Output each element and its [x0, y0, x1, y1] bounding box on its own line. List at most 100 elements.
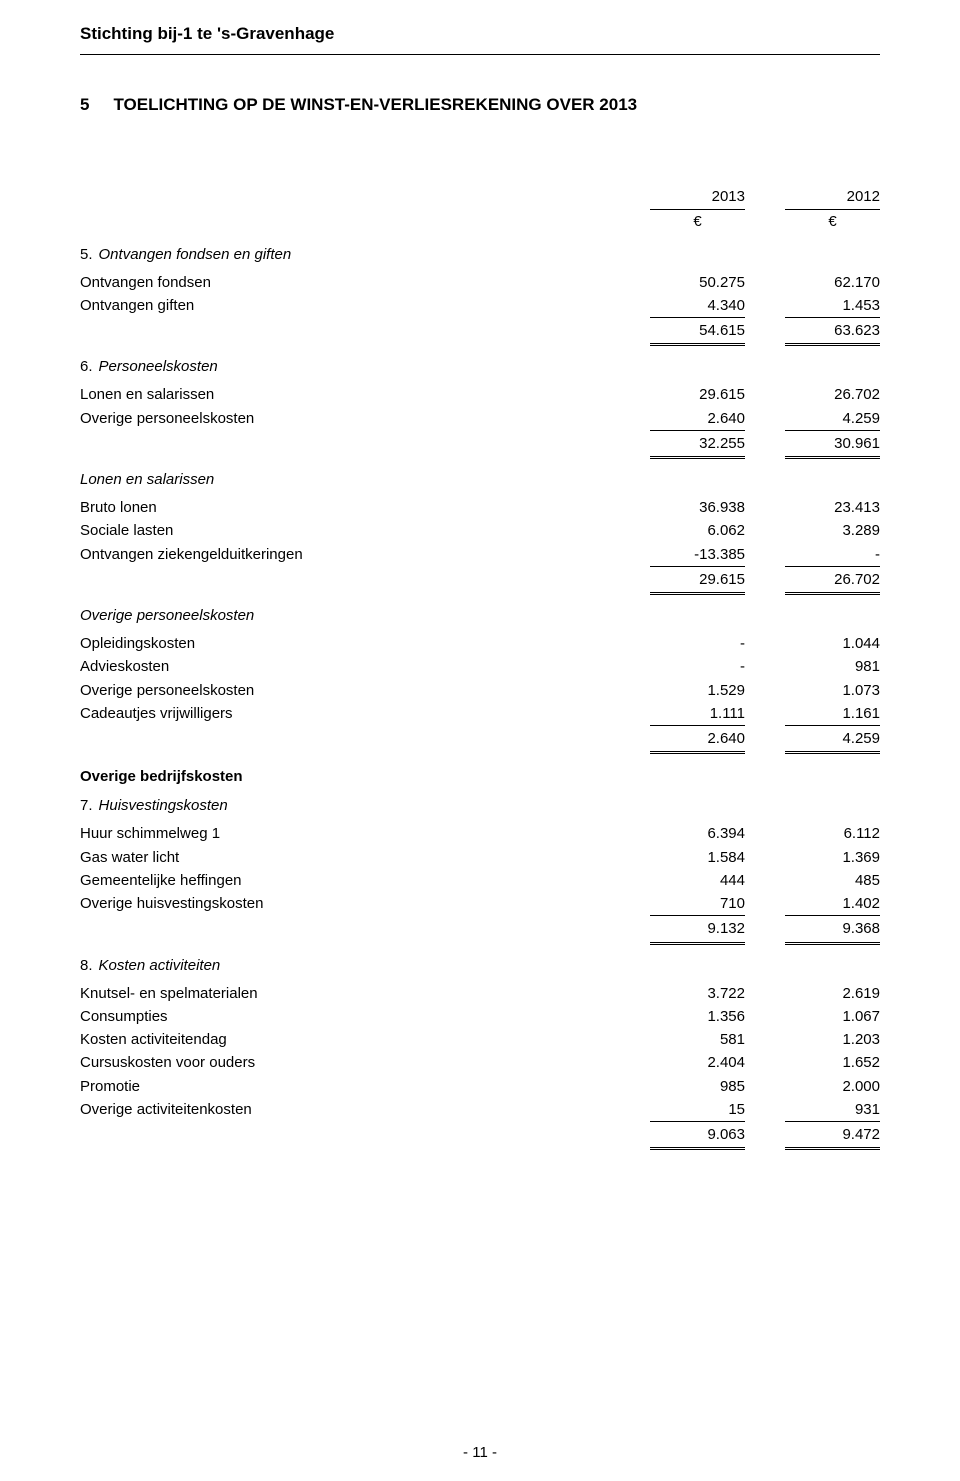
block-5-head: 5. Ontvangen fondsen en giften — [80, 246, 880, 263]
section-heading: TOELICHTING OP DE WINST-EN-VERLIESREKENI… — [113, 95, 637, 115]
cell-label: Bruto lonen — [80, 496, 650, 519]
cell-value: 2.404 — [650, 1051, 745, 1074]
table-row: Cadeautjes vrijwilligers1.1111.161 — [80, 702, 880, 725]
cell-value: 2.619 — [785, 982, 880, 1005]
cell-value: 23.413 — [785, 496, 880, 519]
block-8-number: 8. — [80, 957, 93, 974]
cell-label: Ontvangen ziekengelduitkeringen — [80, 543, 650, 566]
table-row: Huur schimmelweg 16.3946.112 — [80, 822, 880, 845]
year-header: 2013 2012 — [80, 185, 880, 210]
cell-label: Gemeentelijke heffingen — [80, 869, 650, 892]
cell-value: 1.044 — [785, 632, 880, 655]
cell-value: 444 — [650, 869, 745, 892]
table-row: Ontvangen giften4.3401.453 — [80, 294, 880, 317]
year-col-1: 2013 — [712, 188, 745, 205]
subtotal-row: 29.615 26.702 — [80, 566, 880, 595]
subtotal-value: 9.132 — [650, 915, 745, 944]
cell-value: 1.529 — [650, 679, 745, 702]
cell-value: - — [650, 655, 745, 678]
block-7-title: Huisvestingskosten — [99, 797, 228, 814]
cell-value: - — [785, 543, 880, 566]
cell-value: 1.161 — [785, 702, 880, 725]
table-row: Sociale lasten6.0623.289 — [80, 519, 880, 542]
cell-value: 1.369 — [785, 846, 880, 869]
subtotal-value: 9.063 — [650, 1121, 745, 1150]
cell-value: 26.702 — [785, 383, 880, 406]
cell-value: -13.385 — [650, 543, 745, 566]
block-ovpers-head: Overige personeelskosten — [80, 607, 880, 624]
cell-value: 931 — [785, 1098, 880, 1121]
block-6-head: 6. Personeelskosten — [80, 358, 880, 375]
cell-value: 1.067 — [785, 1005, 880, 1028]
cell-value: 1.073 — [785, 679, 880, 702]
cell-value: 581 — [650, 1028, 745, 1051]
block-5-number: 5. — [80, 246, 93, 263]
page-number: - 11 - — [0, 1444, 960, 1461]
block-7-head: 7. Huisvestingskosten — [80, 797, 880, 814]
page: Stichting bij-1 te 's-Gravenhage 5 TOELI… — [0, 0, 960, 1481]
cell-label: Advieskosten — [80, 655, 650, 678]
cell-value: 2.000 — [785, 1075, 880, 1098]
year-col-2: 2012 — [847, 188, 880, 205]
table-row: Overige huisvestingskosten7101.402 — [80, 892, 880, 915]
cell-value: - — [650, 632, 745, 655]
cell-label: Gas water licht — [80, 846, 650, 869]
block-8: 8. Kosten activiteiten Knutsel- en spelm… — [80, 957, 880, 1151]
table-row: Overige personeelskosten2.640 4.259 — [80, 407, 880, 430]
cell-label: Kosten activiteitendag — [80, 1028, 650, 1051]
section-title: 5 TOELICHTING OP DE WINST-EN-VERLIESREKE… — [80, 95, 880, 115]
table-row: Opleidingskosten-1.044 — [80, 632, 880, 655]
block-6: 6. Personeelskosten Lonen en salarissen2… — [80, 358, 880, 459]
cell-label: Consumpties — [80, 1005, 650, 1028]
cell-value: 1.584 — [650, 846, 745, 869]
cell-value: 2.640 — [650, 407, 745, 430]
table-row: Cursuskosten voor ouders2.404 1.652 — [80, 1051, 880, 1074]
cell-value: 1.402 — [785, 892, 880, 915]
cell-value: 3.289 — [785, 519, 880, 542]
cell-label: Cadeautjes vrijwilligers — [80, 702, 650, 725]
cell-label: Promotie — [80, 1075, 650, 1098]
cell-value: 50.275 — [650, 271, 745, 294]
cell-value: 36.938 — [650, 496, 745, 519]
subtotal-value: 26.702 — [785, 566, 880, 595]
block-ovpers: Overige personeelskosten Opleidingskoste… — [80, 607, 880, 754]
subtotal-row: 9.063 9.472 — [80, 1121, 880, 1150]
subtotal-row: 32.25530.961 — [80, 430, 880, 459]
table-row: Ontvangen fondsen50.27562.170 — [80, 271, 880, 294]
currency-1: € — [650, 210, 745, 233]
cell-value: 1.652 — [785, 1051, 880, 1074]
cell-value: 15 — [650, 1098, 745, 1121]
table-row: Lonen en salarissen29.61526.702 — [80, 383, 880, 406]
subtotal-row: 2.6404.259 — [80, 725, 880, 754]
cell-value: 6.112 — [785, 822, 880, 845]
subtotal-value: 29.615 — [650, 566, 745, 595]
cell-label: Lonen en salarissen — [80, 383, 650, 406]
cell-label: Overige personeelskosten — [80, 407, 650, 430]
cell-value: 4.259 — [785, 407, 880, 430]
cell-value: 3.722 — [650, 982, 745, 1005]
cell-value: 985 — [650, 1075, 745, 1098]
block-8-head: 8. Kosten activiteiten — [80, 957, 880, 974]
cell-label: Overige activiteitenkosten — [80, 1098, 650, 1121]
table-row: Gas water licht1.584 1.369 — [80, 846, 880, 869]
table-row: Gemeentelijke heffingen444 485 — [80, 869, 880, 892]
block-ovbedrijf-head: Overige bedrijfskosten — [80, 768, 880, 785]
block-lonen: Lonen en salarissen Bruto lonen36.93823.… — [80, 471, 880, 595]
cell-label: Cursuskosten voor ouders — [80, 1051, 650, 1074]
cell-value: 1.203 — [785, 1028, 880, 1051]
cell-value: 62.170 — [785, 271, 880, 294]
subtotal-value: 9.472 — [785, 1121, 880, 1150]
currency-2: € — [785, 210, 880, 233]
cell-value: 981 — [785, 655, 880, 678]
cell-value: 485 — [785, 869, 880, 892]
table-row: Kosten activiteitendag581 1.203 — [80, 1028, 880, 1051]
section-number: 5 — [80, 95, 89, 115]
cell-value: 4.340 — [650, 294, 745, 317]
currency-row: € € — [80, 210, 880, 233]
block-5: 5. Ontvangen fondsen en giften Ontvangen… — [80, 246, 880, 347]
cell-label: Huur schimmelweg 1 — [80, 822, 650, 845]
block-5-title: Ontvangen fondsen en giften — [99, 246, 292, 263]
subtotal-value: 4.259 — [785, 725, 880, 754]
header-rule — [80, 54, 880, 55]
subtotal-row: 54.61563.623 — [80, 317, 880, 346]
